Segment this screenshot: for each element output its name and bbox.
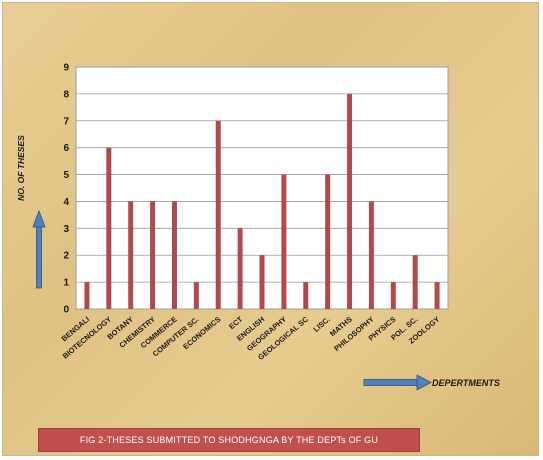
x-axis-title: DEPERTMENTS	[432, 378, 500, 388]
figure-caption: FIG 2-THESES SUBMITTED TO SHODHGNGA BY T…	[79, 435, 379, 445]
bar-english	[259, 255, 265, 309]
bar-computer-sc	[193, 282, 199, 309]
right-arrow-icon	[363, 374, 432, 391]
bar-pol-sc	[412, 255, 418, 309]
bar-economics	[215, 120, 221, 310]
y-tick-label: 5	[63, 170, 69, 181]
y-tick-label: 6	[63, 143, 69, 154]
y-tick-label: 9	[63, 63, 69, 74]
bar-ect	[237, 228, 243, 309]
bar-bengali	[84, 282, 90, 309]
bar-geological-sc	[303, 282, 309, 309]
up-arrow-icon	[32, 209, 46, 289]
y-tick-label: 3	[63, 224, 69, 235]
x-tick-label: ECT	[227, 314, 245, 331]
x-tick-labels: BENGALIBIOTECNOLOGYBOTANYCHEMISTRYCOMMER…	[60, 314, 442, 362]
bar-physics	[390, 282, 396, 309]
bar-biotecnology	[106, 147, 112, 309]
y-tick-label: 7	[63, 116, 69, 127]
y-tick-label: 1	[63, 278, 69, 289]
y-tick-label: 0	[63, 305, 69, 316]
bar-chemistry	[150, 201, 156, 309]
y-tick-label: 8	[63, 89, 69, 100]
figure-caption-box: FIG 2-THESES SUBMITTED TO SHODHGNGA BY T…	[38, 428, 420, 452]
y-axis-title: NO. OF THESES	[16, 135, 26, 201]
y-tick-label: 2	[63, 251, 69, 262]
bar-geography	[281, 174, 287, 309]
bar-commerce	[171, 201, 177, 309]
y-tick-label: 4	[63, 197, 69, 208]
bar-maths	[347, 93, 353, 309]
bar-zoology	[434, 282, 440, 309]
bars	[84, 93, 440, 310]
bar-lisc	[325, 174, 331, 309]
bar-botany	[128, 201, 134, 309]
y-tick-labels: 0 1 2 3 4 5 6 7 8 9	[63, 63, 69, 316]
bar-philosophy	[368, 201, 374, 309]
